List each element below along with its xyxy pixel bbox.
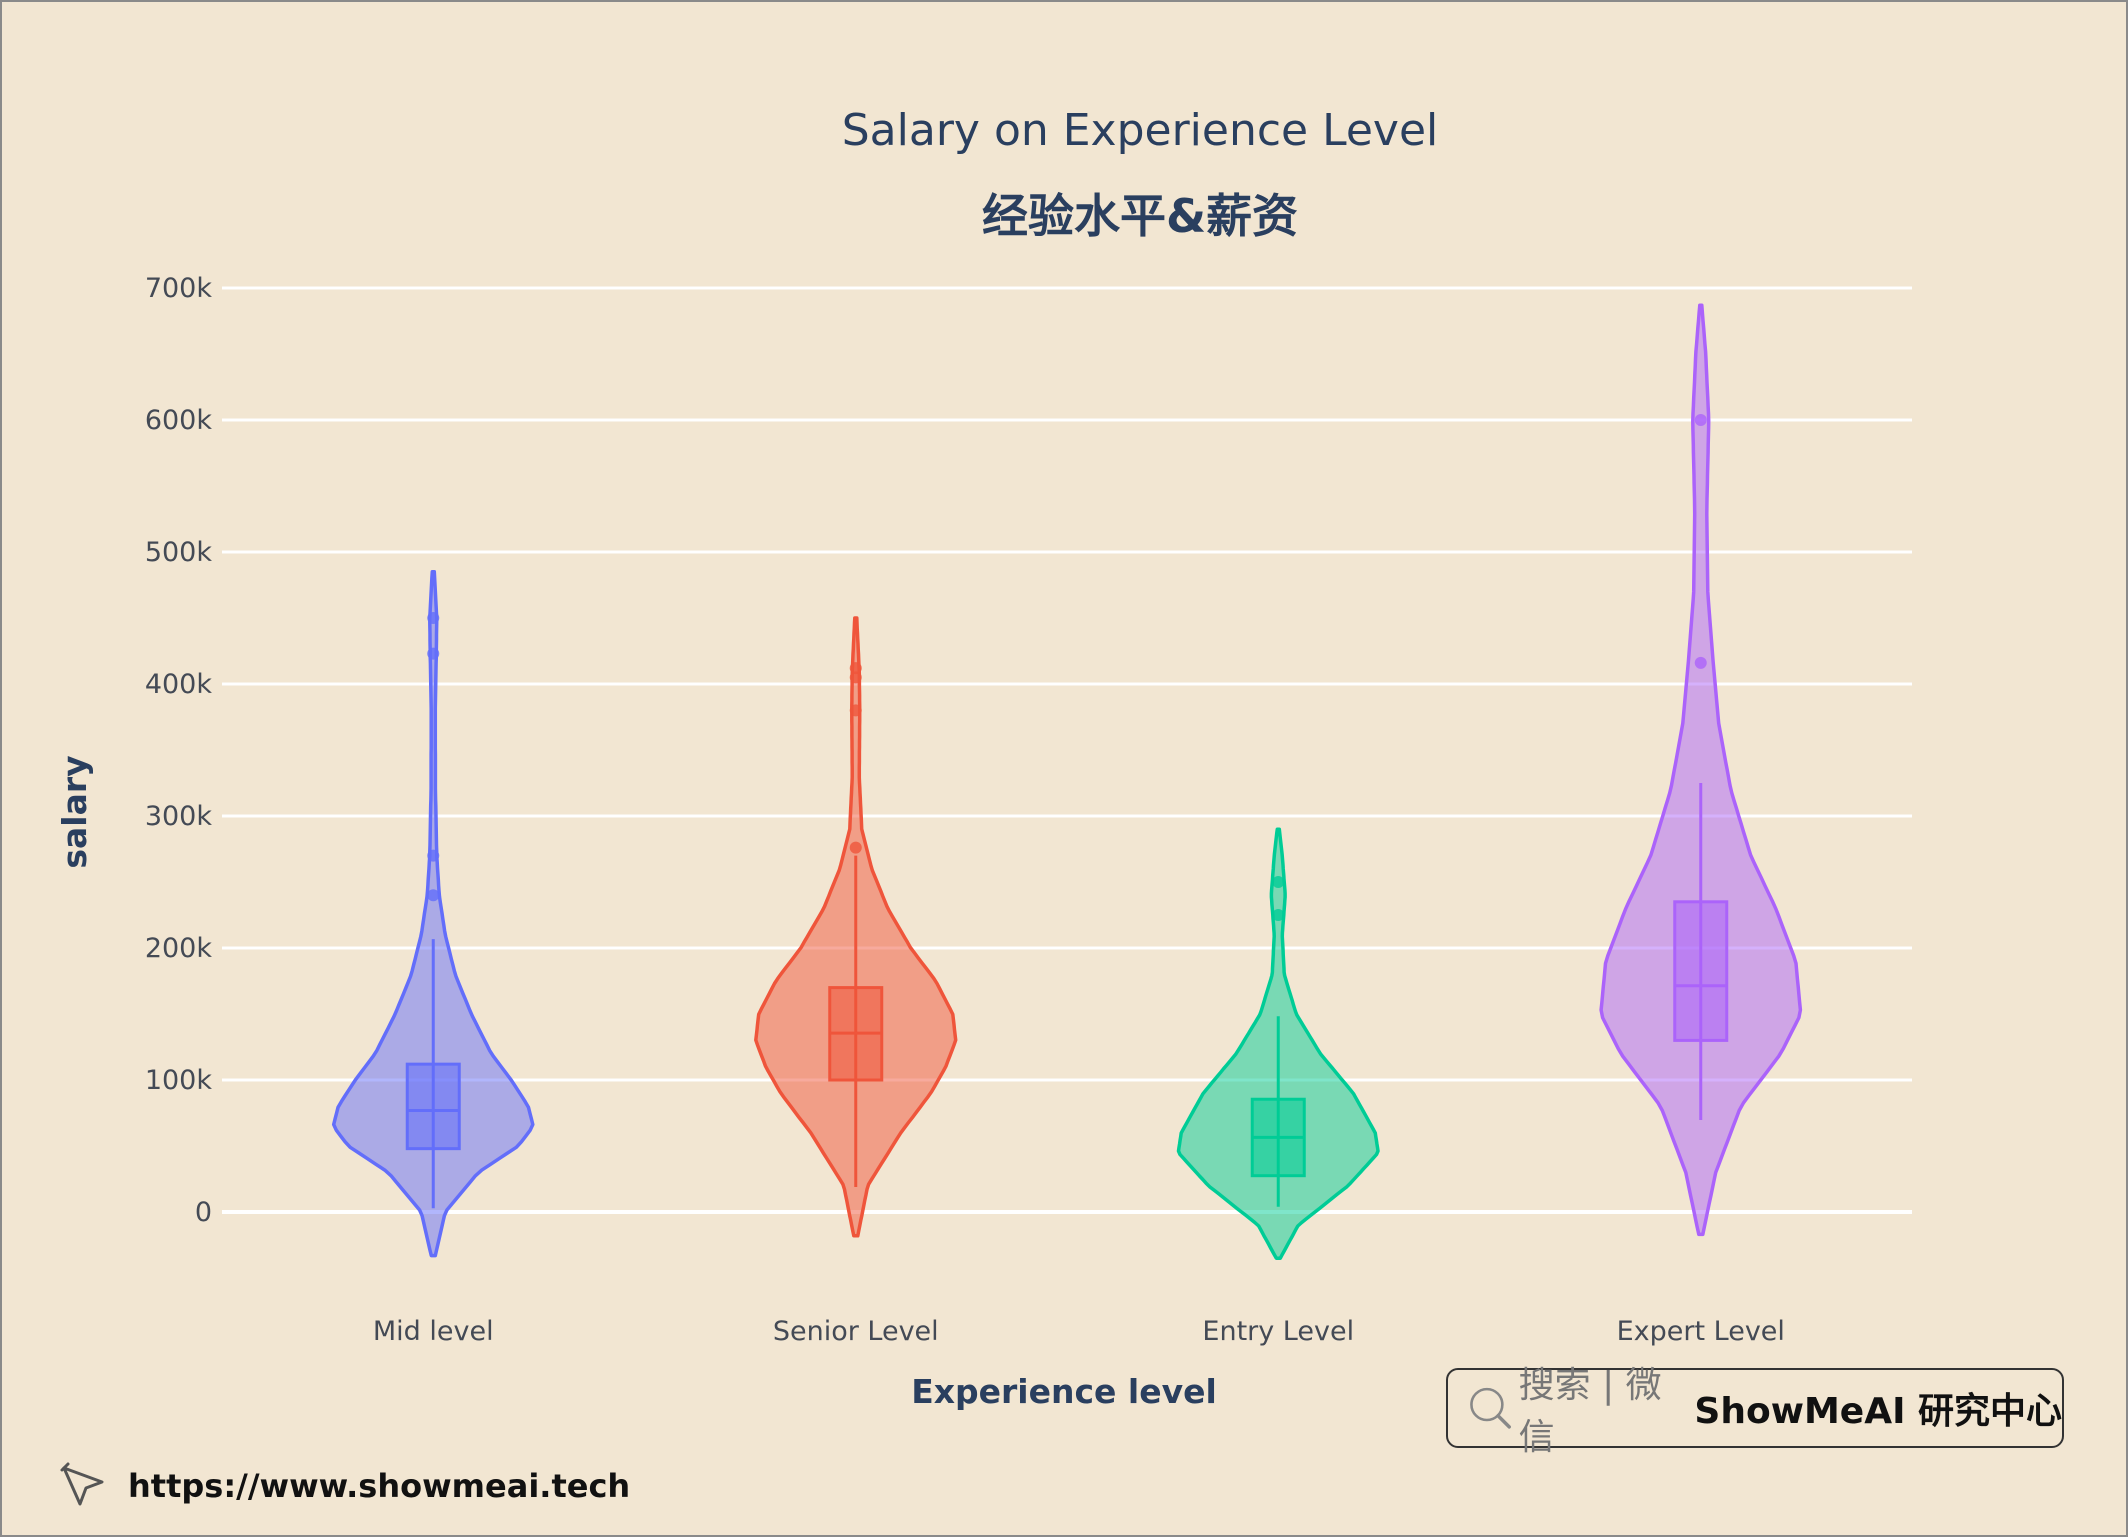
outlier-point: [427, 889, 440, 902]
search-icon: [1470, 1387, 1511, 1429]
violin-mid-level: [331, 570, 535, 1258]
x-tick-label: Senior Level: [773, 1316, 939, 1347]
violin-entry-level: [1176, 827, 1380, 1260]
watermark-url[interactable]: https://www.showmeai.tech: [128, 1467, 631, 1505]
outlier-point: [427, 849, 440, 862]
watermark-search-box: 搜索 | 微信 ShowMeAI 研究中心: [1446, 1365, 2064, 1458]
violins: [331, 303, 1803, 1260]
y-tick-labels: 0 100k 200k 300k 400k 500k 600k 700k: [145, 273, 213, 1228]
watermark-search-label: 搜索 | 微信: [1518, 1365, 1662, 1458]
watermark-brand: ShowMeAI 研究中心: [1694, 1391, 2062, 1432]
y-tick-label: 600k: [145, 405, 213, 436]
violin-expert-level: [1599, 303, 1803, 1237]
x-tick-labels: Mid level Senior Level Entry Level Expert L…: [373, 1316, 1785, 1347]
cursor-icon: [60, 1462, 104, 1506]
outlier-point: [849, 662, 862, 675]
iqr-box: [1673, 900, 1729, 1042]
y-tick-label: 700k: [145, 273, 213, 304]
chart-title: Salary on Experience Level: [842, 105, 1439, 156]
outlier-point: [1694, 414, 1707, 426]
x-tick-label: Entry Level: [1202, 1316, 1354, 1347]
violin-senior-level: [754, 616, 958, 1238]
outlier-point: [427, 612, 440, 624]
violin-body: [331, 570, 535, 1258]
y-axis-title: salary: [55, 755, 94, 868]
chart-subtitle: 经验水平&薪资: [982, 189, 1298, 243]
outlier-point: [849, 704, 862, 717]
outlier-point: [849, 841, 862, 854]
x-axis-title: Experience level: [911, 1372, 1217, 1411]
y-tick-label: 400k: [145, 669, 213, 700]
y-tick-label: 200k: [145, 933, 213, 964]
violin-body: [1599, 303, 1803, 1237]
outlier-point: [1272, 876, 1285, 888]
iqr-box: [405, 1062, 461, 1151]
y-tick-label: 500k: [145, 537, 213, 568]
outlier-point: [427, 647, 440, 660]
outlier-point: [1272, 909, 1285, 921]
watermark-url-row: https://www.showmeai.tech: [58, 1460, 630, 1512]
outlier-point: [849, 671, 862, 684]
x-tick-label: Mid level: [373, 1316, 494, 1347]
x-tick-label: Expert Level: [1617, 1316, 1785, 1347]
y-tick-label: 0: [195, 1197, 212, 1228]
y-tick-label: 100k: [145, 1065, 213, 1096]
y-tick-label: 300k: [145, 801, 213, 832]
outlier-point: [1694, 656, 1707, 669]
